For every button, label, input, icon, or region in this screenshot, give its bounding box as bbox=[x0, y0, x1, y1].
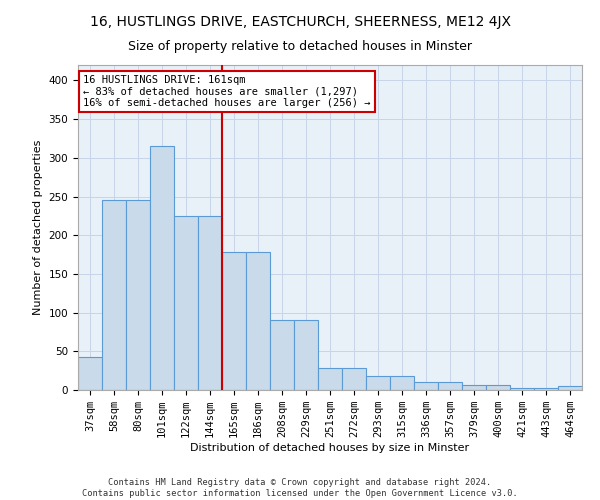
Bar bbox=[534, 388, 558, 390]
Bar bbox=[366, 376, 390, 390]
Bar bbox=[246, 252, 270, 390]
Text: Contains HM Land Registry data © Crown copyright and database right 2024.
Contai: Contains HM Land Registry data © Crown c… bbox=[82, 478, 518, 498]
Bar bbox=[174, 216, 198, 390]
Bar bbox=[78, 356, 102, 390]
Bar bbox=[294, 320, 318, 390]
Bar bbox=[198, 216, 222, 390]
Bar bbox=[270, 320, 294, 390]
Y-axis label: Number of detached properties: Number of detached properties bbox=[33, 140, 43, 315]
Bar bbox=[126, 200, 150, 390]
Bar bbox=[150, 146, 174, 390]
Bar bbox=[510, 388, 534, 390]
Bar bbox=[102, 200, 126, 390]
Bar bbox=[342, 368, 366, 390]
Bar bbox=[414, 382, 438, 390]
X-axis label: Distribution of detached houses by size in Minster: Distribution of detached houses by size … bbox=[190, 443, 470, 453]
Bar bbox=[558, 386, 582, 390]
Text: Size of property relative to detached houses in Minster: Size of property relative to detached ho… bbox=[128, 40, 472, 53]
Text: 16 HUSTLINGS DRIVE: 161sqm
← 83% of detached houses are smaller (1,297)
16% of s: 16 HUSTLINGS DRIVE: 161sqm ← 83% of deta… bbox=[83, 74, 371, 108]
Text: 16, HUSTLINGS DRIVE, EASTCHURCH, SHEERNESS, ME12 4JX: 16, HUSTLINGS DRIVE, EASTCHURCH, SHEERNE… bbox=[89, 15, 511, 29]
Bar bbox=[318, 368, 342, 390]
Bar bbox=[438, 382, 462, 390]
Bar bbox=[486, 386, 510, 390]
Bar bbox=[222, 252, 246, 390]
Bar bbox=[462, 386, 486, 390]
Bar bbox=[390, 376, 414, 390]
